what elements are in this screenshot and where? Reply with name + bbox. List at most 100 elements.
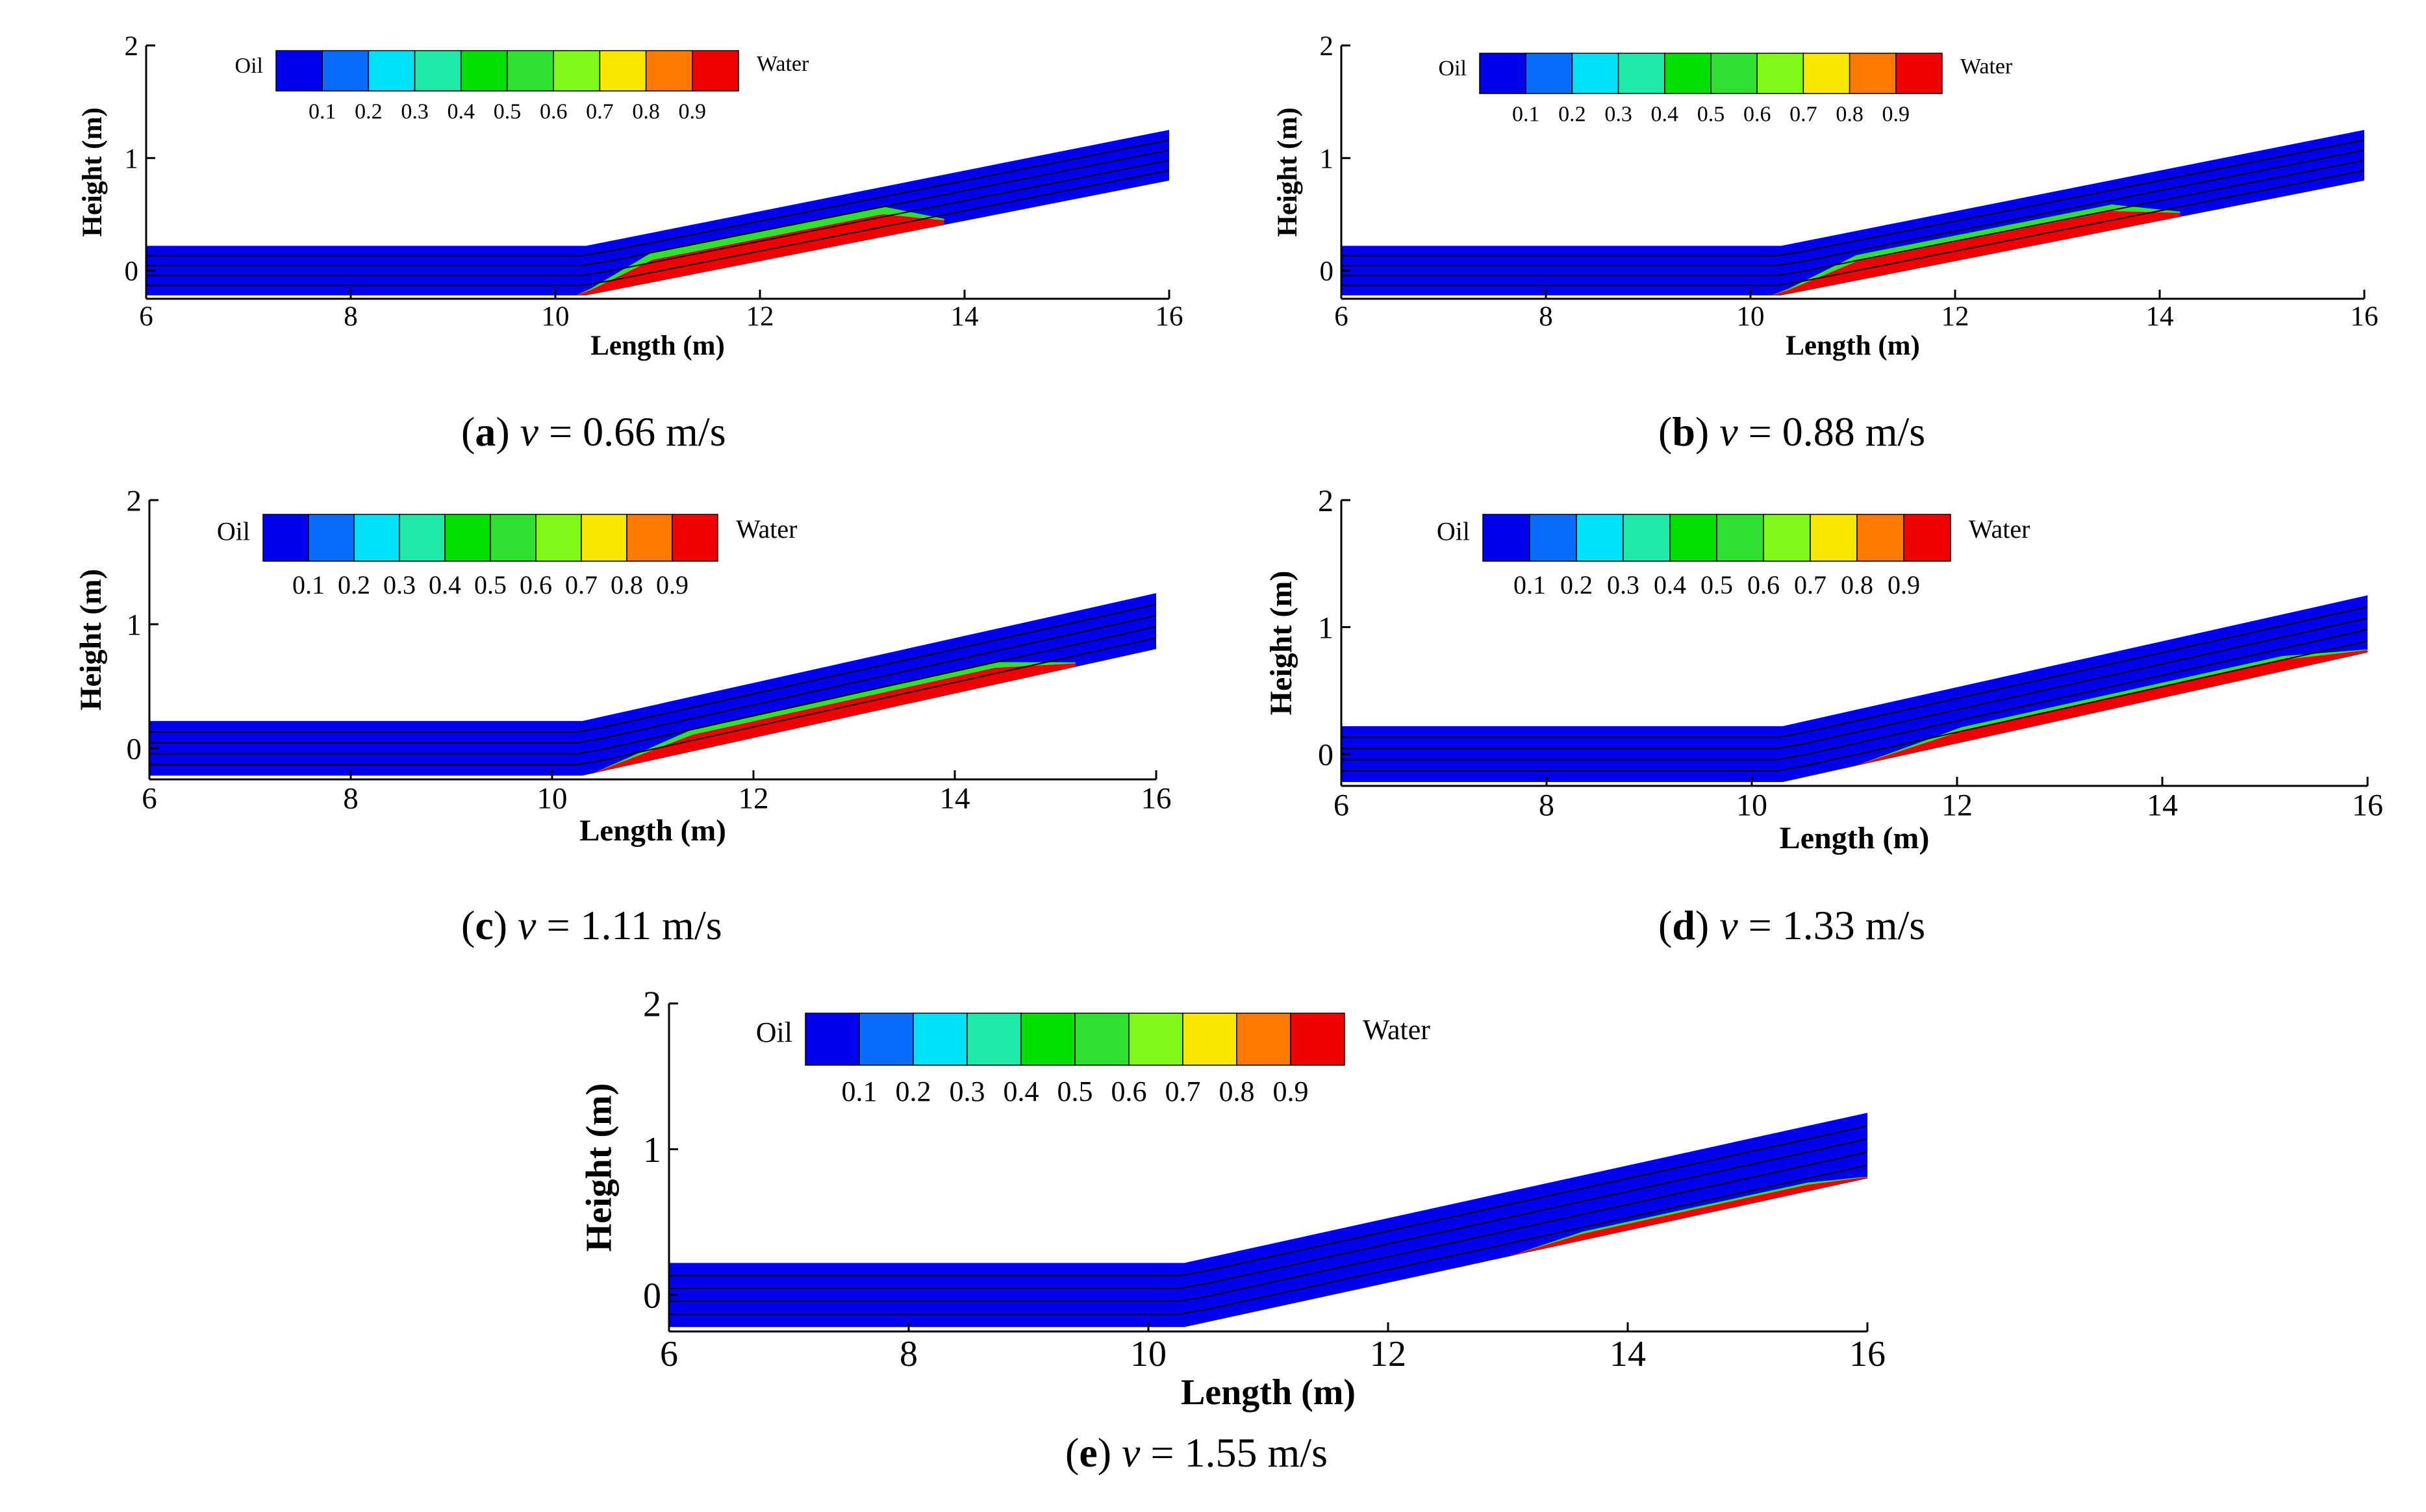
x-tick-label: 6 xyxy=(139,301,153,332)
x-tick-label: 6 xyxy=(660,1334,678,1374)
colorbar-swatch xyxy=(805,1013,860,1066)
streamline xyxy=(669,1151,1868,1302)
colorbar-swatch xyxy=(353,514,400,562)
colorbar-tick-label: 0.8 xyxy=(632,100,660,124)
colorbar-swatch xyxy=(1664,53,1712,94)
colorbar-swatch xyxy=(626,514,673,562)
streamline xyxy=(1341,139,2365,257)
colorbar-tick-label: 0.3 xyxy=(950,1076,985,1107)
streamline xyxy=(146,139,1170,257)
colorbar-swatch xyxy=(399,514,446,562)
x-tick-label: 14 xyxy=(1610,1334,1646,1374)
streamline xyxy=(669,1165,1868,1315)
colorbar-water-label: Water xyxy=(1960,55,2013,79)
y-tick-label: 1 xyxy=(643,1130,661,1170)
colorbar-swatch xyxy=(672,514,718,562)
colorbar-tick-label: 0.7 xyxy=(586,100,614,124)
panel-a: 6 8 10 12 14 16 0 1 2 Length (m) Height (m) Oil Wate… xyxy=(0,0,1213,481)
colorbar-swatch xyxy=(1529,514,1577,562)
panel-b: 6 8 10 12 14 16 0 1 2 Length (m) Height (m) Oil Wate… xyxy=(1213,0,2426,481)
colorbar-tick-label: 0.3 xyxy=(401,100,429,124)
x-tick-label: 12 xyxy=(1941,788,1973,823)
water-layer-region xyxy=(1771,211,2180,296)
colorbar-swatch xyxy=(1849,53,1897,94)
x-axis-label: Length (m) xyxy=(1181,1372,1356,1413)
colorbar-tick-label: 0.7 xyxy=(1794,570,1826,599)
x-tick-label: 14 xyxy=(2146,301,2174,332)
colorbar-swatch xyxy=(507,50,554,92)
colorbar-swatch xyxy=(1895,53,1943,94)
colorbar-swatch xyxy=(1756,53,1804,94)
x-tick-label: 8 xyxy=(344,301,358,332)
colorbar-water-label: Water xyxy=(1969,514,2030,544)
y-axis-label: Height (m) xyxy=(1272,107,1303,236)
caption-a: (a) v = 0.66 m/s xyxy=(461,409,726,455)
colorbar-tick-label: 0.9 xyxy=(656,570,689,599)
x-tick-label: 16 xyxy=(1849,1334,1886,1374)
colorbar-tick-label: 0.5 xyxy=(1697,103,1725,127)
streamline xyxy=(1341,159,2365,277)
colorbar-swatch xyxy=(1617,53,1665,94)
colorbar-tick-label: 0.7 xyxy=(565,570,598,599)
streamline xyxy=(146,149,1170,266)
pipe-oil-region xyxy=(149,593,1156,776)
colorbar-swatch xyxy=(1763,514,1811,562)
colorbar-water-label: Water xyxy=(757,52,809,76)
x-tick-label: 12 xyxy=(1941,301,1969,332)
colorbar-tick-label: 0.2 xyxy=(338,570,370,599)
colorbar-swatch xyxy=(1810,514,1858,562)
y-tick-label: 0 xyxy=(643,1276,661,1316)
streamline xyxy=(146,170,1170,286)
x-tick-label: 16 xyxy=(1141,782,1172,816)
caption-c-var: v xyxy=(518,902,537,948)
caption-a-var: v xyxy=(520,409,539,455)
streamline xyxy=(1341,606,2368,738)
x-tick-label: 14 xyxy=(2147,788,2178,823)
x-tick-label: 10 xyxy=(542,301,570,332)
y-axis-label: Height (m) xyxy=(77,107,108,236)
panel-d: 6 8 10 12 14 16 0 1 2 Length (m) Height (m) Oil Wate… xyxy=(1213,481,2426,981)
colorbar-tick-label: 0.2 xyxy=(1560,570,1593,599)
y-axis-label: Height (m) xyxy=(1264,571,1298,716)
x-tick-label: 6 xyxy=(1333,788,1349,823)
x-tick-label: 10 xyxy=(1736,788,1767,823)
colorbar-tick-label: 0.3 xyxy=(1604,103,1632,127)
colorbar-tick-label: 0.1 xyxy=(309,100,336,124)
colorbar-swatch xyxy=(1802,53,1851,94)
colorbar-tick-label: 0.2 xyxy=(896,1076,931,1107)
colorbar-swatch xyxy=(1571,53,1619,94)
colorbar-water-label: Water xyxy=(1363,1014,1430,1046)
colorbar-swatch xyxy=(461,50,508,92)
x-axis-label: Length (m) xyxy=(579,814,726,848)
x-tick-label: 8 xyxy=(1539,301,1553,332)
x-tick-label: 16 xyxy=(1156,301,1183,332)
x-axis-label: Length (m) xyxy=(1786,331,1920,361)
colorbar-swatch xyxy=(1623,514,1671,562)
colorbar-tick-label: 0.4 xyxy=(1004,1076,1039,1107)
y-axis-label: Height (m) xyxy=(579,1083,619,1252)
colorbar-tick-label: 0.8 xyxy=(1841,570,1873,599)
x-tick-label: 12 xyxy=(739,782,769,816)
x-tick-label: 12 xyxy=(1370,1334,1406,1374)
colorbar-swatch xyxy=(1128,1013,1183,1066)
caption-e-value: = 1.55 m/s xyxy=(1140,1430,1328,1476)
caption-a-label: a xyxy=(475,409,496,455)
x-axis-label: Length (m) xyxy=(590,331,725,361)
streamline xyxy=(149,637,1157,766)
colorbar-swatch xyxy=(1525,53,1573,94)
colorbar-swatch xyxy=(308,514,355,562)
y-axis-label: Height (m) xyxy=(74,569,108,711)
panel-c: 6 8 10 12 14 16 0 1 2 Length (m) Height (m) Oil Wate… xyxy=(0,481,1213,981)
colorbar-tick-label: 0.2 xyxy=(1558,103,1586,127)
x-tick-label: 6 xyxy=(142,782,157,816)
colorbar-swatch xyxy=(581,514,627,562)
caption-b: (b) v = 0.88 m/s xyxy=(1658,409,1926,455)
x-tick-label: 8 xyxy=(343,782,359,816)
colorbar-swatch xyxy=(1479,53,1526,94)
y-tick-label: 1 xyxy=(1318,611,1333,645)
y-tick-label: 0 xyxy=(127,733,142,766)
colorbar-swatch xyxy=(967,1013,1022,1066)
